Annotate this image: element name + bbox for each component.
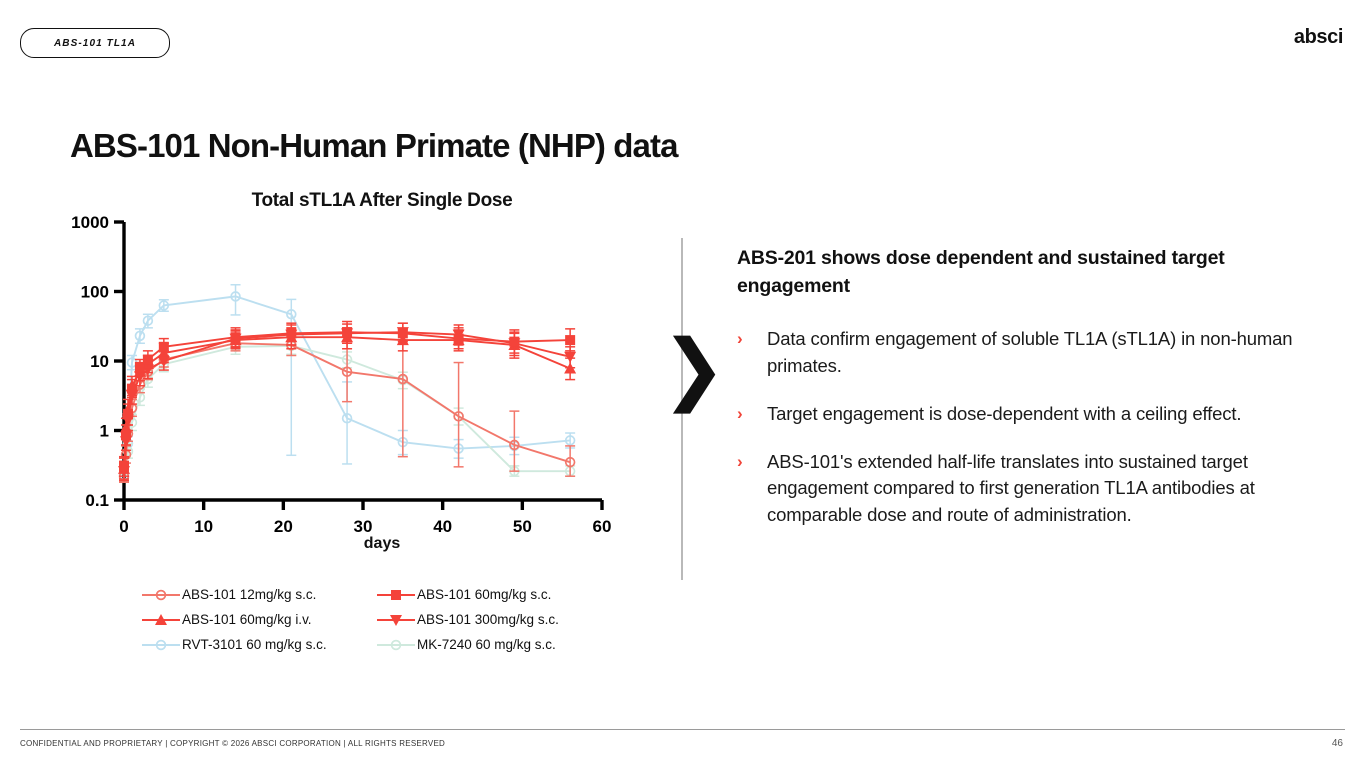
x-tick-label: 50 (513, 517, 532, 536)
x-axis-label: days (363, 535, 401, 552)
x-tick-label: 10 (194, 517, 213, 536)
footer-copyright: CONFIDENTIAL AND PROPRIETARY | COPYRIGHT… (20, 739, 446, 748)
legend-label: RVT-3101 60 mg/kg s.c. (182, 637, 327, 652)
bullet-text: Target engagement is dose-dependent with… (767, 402, 1242, 424)
bullet-item: › Data confirm engagement of soluble TL1A… (737, 326, 1297, 379)
bullet-text: ABS-101's extended half-life translates … (767, 451, 1255, 525)
y-tick-label: 100 (81, 283, 109, 302)
right-panel: ABS-201 shows dose dependent and sustain… (737, 245, 1297, 550)
chart-container: Total sTL1A After Single Dose 0.1 1 10 100 1… (62, 190, 622, 560)
legend-item[interactable]: MK-7240 60 mg/kg s.c. (375, 632, 610, 657)
legend-marker-icon (375, 637, 417, 653)
footer-divider (20, 729, 1345, 730)
legend-item[interactable]: ABS-101 300mg/kg s.c. (375, 607, 610, 632)
legend-marker-icon (140, 587, 182, 603)
legend-marker-icon (140, 612, 182, 628)
absci-logo: absci (1293, 26, 1344, 48)
slide-tag-pill: ABS-101 TL1A (20, 28, 170, 58)
bullet-chevron-icon: › (737, 452, 743, 472)
chart-series (119, 320, 576, 477)
x-tick-label: 40 (433, 517, 452, 536)
bullet-item: › ABS-101's extended half-life translates… (737, 449, 1297, 528)
x-tick-label: 60 (593, 517, 612, 536)
page-title: ABS-101 Non-Human Primate (NHP) data (70, 127, 678, 165)
chart-title: Total sTL1A After Single Dose (251, 190, 513, 211)
legend-label: ABS-101 60mg/kg i.v. (182, 612, 312, 627)
legend-label: ABS-101 300mg/kg s.c. (417, 612, 559, 627)
legend-row: RVT-3101 60 mg/kg s.c. MK-7240 60 mg/kg s… (140, 632, 610, 657)
y-tick-label: 1000 (71, 213, 109, 232)
bullet-item: › Target engagement is dose-dependent wit… (737, 401, 1297, 427)
bullet-chevron-icon: › (737, 329, 743, 349)
y-tick-label: 0.1 (85, 491, 109, 510)
legend-item[interactable]: ABS-101 60mg/kg i.v. (140, 607, 375, 632)
page-number: 46 (1331, 738, 1343, 749)
legend-item[interactable]: RVT-3101 60 mg/kg s.c. (140, 632, 375, 657)
legend-marker-icon (375, 587, 417, 603)
legend-marker-icon (140, 637, 182, 653)
x-tick-label: 0 (119, 517, 128, 536)
legend-label: ABS-101 60mg/kg s.c. (417, 587, 552, 602)
chevron-right-icon: ❯ (661, 324, 727, 414)
bullet-chevron-icon: › (737, 403, 743, 423)
vertical-divider (681, 238, 683, 580)
legend-label: MK-7240 60 mg/kg s.c. (417, 637, 556, 652)
bullet-text: Data confirm engagement of soluble TL1A … (767, 328, 1293, 376)
legend-marker-icon (375, 612, 417, 628)
y-tick-label: 10 (90, 352, 109, 371)
chart-legend: ABS-101 12mg/kg s.c. ABS-101 60mg/kg s.c.… (140, 582, 610, 657)
legend-item[interactable]: ABS-101 60mg/kg s.c. (375, 582, 610, 607)
slide-tag-label: ABS-101 TL1A (53, 37, 137, 49)
legend-row: ABS-101 60mg/kg i.v. ABS-101 300mg/kg s.c… (140, 607, 610, 632)
y-tick-label: 1 (100, 422, 109, 441)
x-tick-label: 20 (274, 517, 293, 536)
legend-item[interactable]: ABS-101 12mg/kg s.c. (140, 582, 375, 607)
x-tick-label: 30 (354, 517, 373, 536)
sTL1A-line-chart: 0.1 1 10 100 1000 0 10 20 30 40 50 60 (71, 213, 612, 536)
legend-label: ABS-101 12mg/kg s.c. (182, 587, 317, 602)
legend-row: ABS-101 12mg/kg s.c. ABS-101 60mg/kg s.c. (140, 582, 610, 607)
right-panel-heading: ABS-201 shows dose dependent and sustain… (737, 247, 1225, 297)
bullet-list: › Data confirm engagement of soluble TL1A… (737, 326, 1297, 528)
